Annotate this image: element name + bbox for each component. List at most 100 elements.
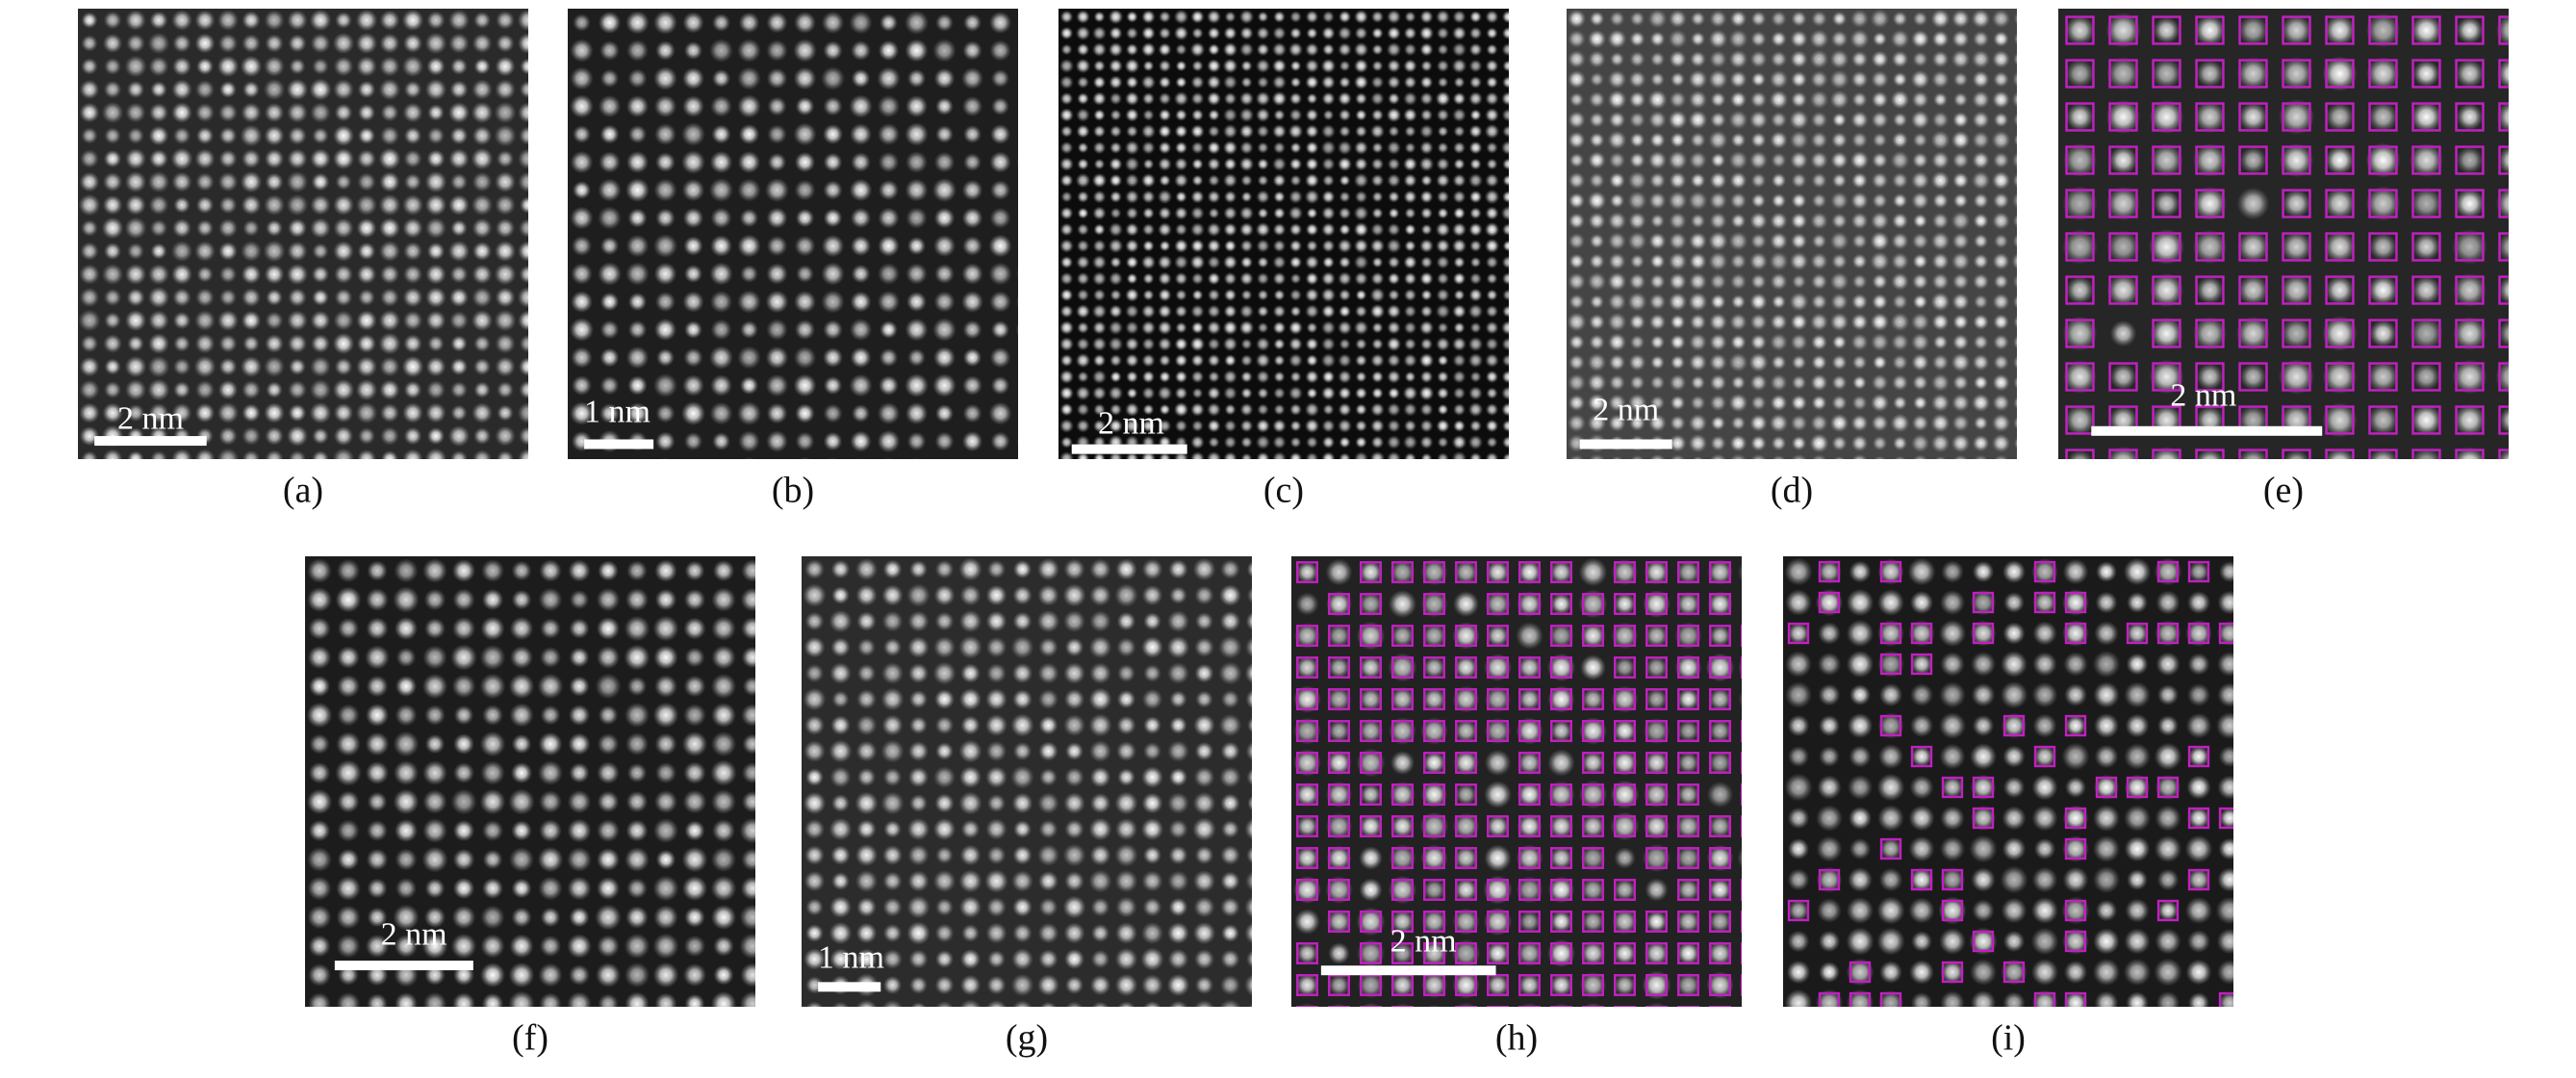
- atom: [307, 847, 332, 872]
- atom: [1931, 475, 1949, 492]
- atom: [1675, 559, 1701, 585]
- atom: [1141, 222, 1156, 237]
- atom: [2186, 775, 2211, 800]
- atom: [479, 731, 506, 757]
- atom: [2452, 229, 2487, 265]
- atom: [2096, 561, 2117, 582]
- atom: [1674, 654, 1702, 681]
- atom: [1240, 191, 1253, 203]
- atom: [1421, 623, 1447, 649]
- atom: [849, 318, 873, 342]
- atom: [1569, 334, 1585, 350]
- atom: [933, 207, 956, 229]
- atom: [2187, 991, 2210, 1007]
- scale-bar-label: 2 nm: [1593, 393, 1659, 428]
- atom: [1912, 132, 1928, 148]
- atom: [1614, 656, 1636, 679]
- atom: [1710, 294, 1726, 310]
- atom: [1973, 415, 1989, 431]
- atom: [194, 402, 216, 424]
- atom: [2106, 490, 2139, 523]
- atom: [1741, 1038, 1763, 1060]
- atom: [823, 320, 843, 340]
- atom: [1273, 794, 1292, 813]
- atom: [1910, 653, 1933, 676]
- atom: [1353, 74, 1369, 90]
- atom: [990, 459, 1010, 479]
- atom: [1690, 132, 1706, 148]
- atom: [1708, 687, 1732, 711]
- atom: [1810, 252, 1828, 270]
- atom: [2063, 990, 2088, 1007]
- atom: [124, 170, 147, 193]
- atom: [422, 760, 447, 785]
- atom: [2032, 50, 2052, 69]
- atom: [1451, 450, 1467, 459]
- atom: [1221, 924, 1239, 942]
- detection-box: [2325, 275, 2355, 305]
- atom: [1160, 470, 1171, 481]
- atom: [1830, 293, 1849, 311]
- atom: [2003, 592, 2025, 613]
- atom: [1295, 655, 1319, 680]
- atom: [1583, 1002, 1603, 1007]
- atom: [358, 427, 375, 445]
- atom: [332, 378, 355, 401]
- atom: [447, 101, 471, 124]
- atom: [1125, 190, 1139, 204]
- atom: [1271, 896, 1292, 917]
- atom: [1288, 353, 1303, 368]
- atom: [1039, 768, 1058, 786]
- atom: [570, 94, 594, 118]
- atom: [1059, 402, 1074, 417]
- atom: [1451, 41, 1467, 58]
- atom: [1109, 289, 1122, 301]
- atom: [738, 12, 760, 34]
- atom: [934, 459, 955, 479]
- atom: [2247, 835, 2275, 863]
- atom: [2187, 560, 2210, 583]
- atom: [683, 40, 703, 61]
- atom: [856, 819, 877, 839]
- detection-box: [1423, 783, 1445, 806]
- atom: [2067, 449, 2093, 459]
- atom: [1892, 354, 1908, 371]
- atom: [684, 321, 702, 339]
- atom: [1708, 624, 1732, 648]
- atom: [1273, 207, 1286, 219]
- detection-box: [1677, 688, 1699, 710]
- atom: [1910, 312, 1930, 332]
- atom: [1771, 192, 1787, 209]
- atom: [448, 33, 470, 54]
- atom: [1649, 374, 1666, 391]
- detection-box: [1614, 656, 1636, 679]
- atom: [1485, 402, 1499, 417]
- atom: [1501, 271, 1509, 286]
- atom: [765, 290, 789, 314]
- detection-box: [2411, 59, 2441, 89]
- atom: [1811, 454, 1827, 459]
- atom: [1223, 386, 1237, 400]
- atom: [1404, 338, 1416, 350]
- atom: [1272, 239, 1287, 253]
- atom: [1256, 190, 1270, 204]
- atom: [1668, 110, 1688, 130]
- atom: [682, 789, 707, 814]
- atom: [1629, 51, 1645, 67]
- atom: [1256, 337, 1270, 351]
- atom: [598, 11, 622, 35]
- atom: [1017, 76, 1018, 81]
- atom: [309, 401, 332, 424]
- atom: [494, 309, 517, 332]
- atom: [1809, 90, 1829, 110]
- atom: [1451, 238, 1467, 254]
- atom: [124, 263, 147, 286]
- detection-box: [1582, 688, 1604, 710]
- atom: [624, 962, 650, 988]
- detection-box: [1518, 656, 1541, 679]
- atom: [934, 793, 955, 813]
- atom: [2156, 683, 2180, 706]
- atom: [1992, 50, 2010, 68]
- atom: [823, 208, 843, 228]
- detection-box: [1455, 1006, 1477, 1007]
